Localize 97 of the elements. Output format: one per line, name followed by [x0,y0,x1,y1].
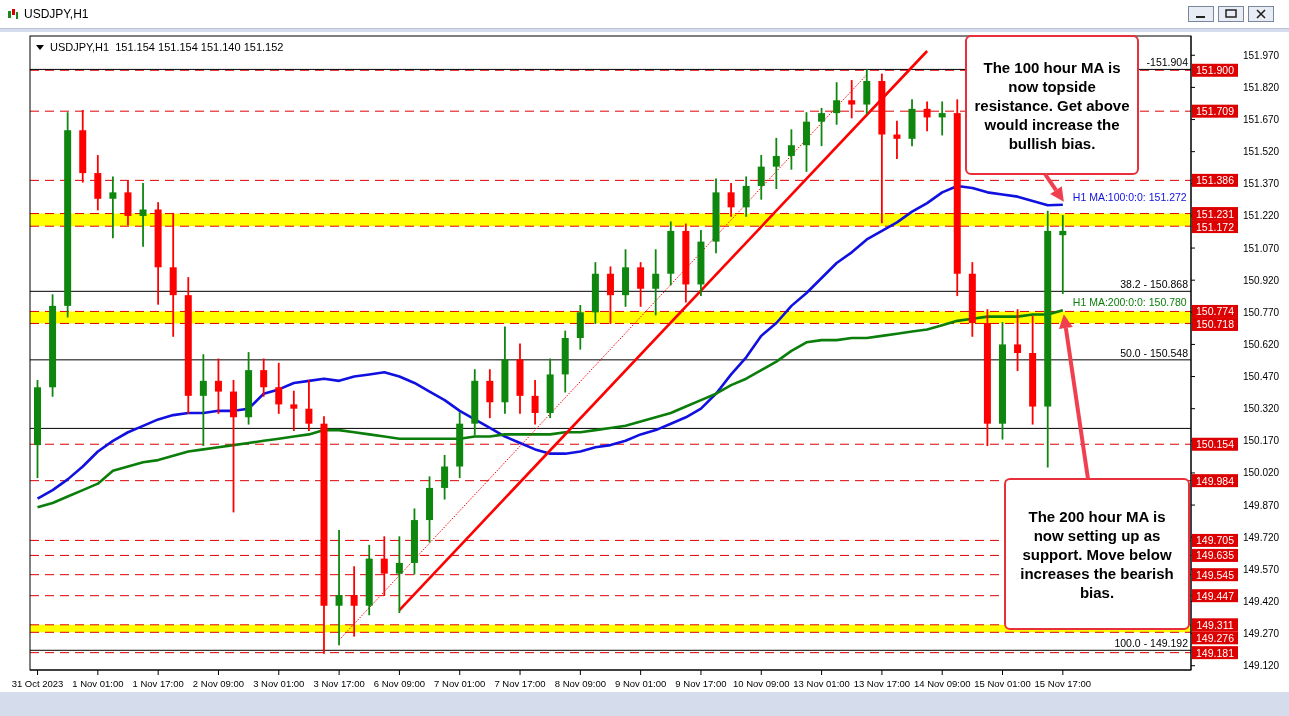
ref-line-label: 149.545 [1196,568,1235,581]
candlestick [757,155,765,200]
x-tick-label: 2 Nov 09:00 [192,678,245,689]
candlestick [395,536,403,614]
y-tick-label: 150.920 [1243,274,1280,286]
candlestick [124,180,132,226]
series-label: H1 MA:200:0:0: 150.780 [1072,296,1187,309]
candlestick [531,379,539,425]
candlestick [380,536,388,596]
candlestick [923,101,931,132]
candlestick [441,454,449,500]
candlestick [260,358,268,397]
y-tick-label: 150.020 [1243,467,1280,479]
x-tick-label: 10 Nov 09:00 [733,678,790,689]
text: USDJPY,H1 151.154 151.154 151.140 151.152 [50,41,284,53]
ref-line-label: 151.172 [1196,220,1235,233]
annotation: 50.0 - 150.548 [1120,346,1189,359]
candlestick [1059,215,1067,294]
ref-line-label: 151.709 [1196,105,1235,118]
candlestick [742,176,750,217]
ref-line-label: 151.231 [1196,207,1235,220]
series-label: H1 MA:100:0:0: 151.272 [1072,190,1187,203]
x-tick-label: 7 Nov 17:00 [494,678,546,689]
candlestick [1014,309,1022,372]
y-tick-label: 150.470 [1243,371,1280,383]
candlestick [833,82,841,125]
x-tick-label: 31 Oct 2023 [11,678,64,689]
x-tick-label: 15 Nov 17:00 [1034,678,1092,689]
y-tick-label: 149.870 [1243,499,1280,511]
candlestick [335,529,343,646]
x-tick-label: 3 Nov 17:00 [313,678,365,689]
candlestick [848,80,856,119]
y-tick-label: 149.720 [1243,531,1280,543]
candlestick [818,107,826,147]
candlestick [109,176,117,239]
chart-title: USDJPY,H1 [24,7,89,21]
y-tick-label: 149.270 [1243,628,1280,640]
candlestick [652,249,660,316]
y-tick-label: 150.320 [1243,403,1280,415]
candlestick [893,120,901,159]
x-tick-label: 15 Nov 01:00 [974,678,1031,689]
ref-line-label: 151.386 [1196,174,1235,187]
ref-line-label: 149.635 [1196,549,1235,562]
y-tick-label: 151.670 [1243,114,1280,126]
x-tick-label: 3 Nov 01:00 [253,678,305,689]
candlestick [772,137,780,189]
x-tick-label: 1 Nov 01:00 [72,678,124,689]
line-series [36,184,1065,500]
y-tick-label: 150.170 [1243,435,1280,447]
candlestick [863,69,871,115]
ref-line-label: 150.774 [1196,305,1235,318]
y-tick-label: 151.370 [1243,178,1280,190]
y-tick-label: 149.120 [1243,660,1280,672]
candlestick [938,101,946,136]
ref-line-label: 149.984 [1196,474,1235,487]
y-tick-label: 151.520 [1243,146,1280,158]
x-tick-label: 9 Nov 17:00 [675,678,727,689]
annotation: 38.2 - 150.868 [1120,278,1189,291]
ref-line-label: 149.276 [1196,631,1235,644]
annotation: -151.904 [1146,56,1189,69]
ref-line-label: 150.154 [1196,438,1235,451]
candlestick [305,379,313,432]
candlestick [139,182,147,247]
candlestick [214,358,222,414]
y-tick-label: 151.220 [1243,210,1280,222]
candlestick [787,129,795,170]
x-tick-label: 13 Nov 01:00 [793,678,850,689]
candlestick [275,362,283,414]
candlestick [290,390,298,432]
y-tick-label: 150.620 [1243,338,1280,350]
ref-line-label: 149.447 [1196,589,1235,602]
y-tick-label: 151.820 [1243,81,1280,93]
ref-line-label: 149.181 [1196,646,1235,659]
y-tick-label: 150.770 [1243,306,1280,318]
ref-line-label: 150.718 [1196,318,1235,331]
x-tick-label: 14 Nov 09:00 [913,678,971,689]
y-tick-label: 149.570 [1243,563,1280,575]
x-tick-label: 8 Nov 09:00 [554,678,606,689]
ref-line-label: 149.705 [1196,534,1235,547]
x-tick-label: 9 Nov 01:00 [615,678,667,689]
candlestick [199,354,207,446]
y-tick-label: 151.070 [1243,242,1280,254]
candlestick [350,566,358,637]
annotation: 100.0 - 149.192 [1114,637,1189,650]
ref-line-label: 151.900 [1196,64,1235,77]
candlestick [486,369,494,419]
x-tick-label: 7 Nov 01:00 [434,678,486,689]
y-tick-label: 151.970 [1243,49,1280,61]
candlestick [606,266,614,324]
candlestick [727,182,735,217]
ref-line-label: 149.311 [1196,618,1234,631]
candlestick [802,112,810,172]
x-tick-label: 6 Nov 09:00 [373,678,426,689]
x-tick-label: 13 Nov 17:00 [853,678,911,689]
candlestick [637,262,645,307]
x-tick-label: 1 Nov 17:00 [132,678,184,689]
y-tick-label: 149.420 [1243,595,1280,607]
